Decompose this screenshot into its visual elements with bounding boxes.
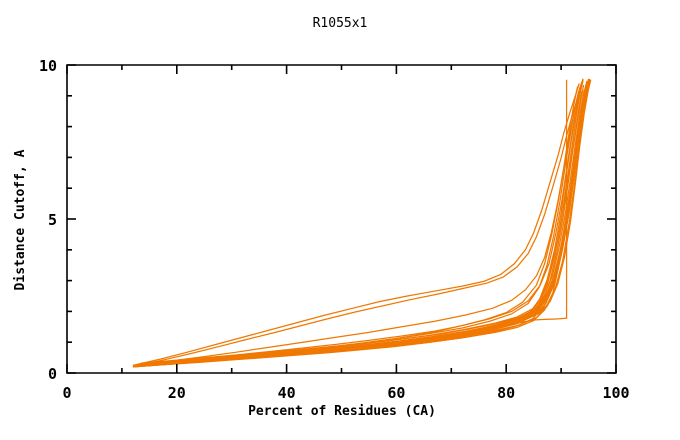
- y-tick-label: 10: [39, 57, 57, 75]
- x-tick-label: 80: [497, 384, 515, 402]
- x-tick-label: 0: [62, 384, 71, 402]
- x-tick-label: 40: [278, 384, 296, 402]
- x-tick-label: 60: [387, 384, 405, 402]
- axis-ticks: [66, 64, 617, 374]
- series-line: [136, 91, 580, 366]
- chart-title: R1055x1: [313, 16, 368, 31]
- series-line: [133, 79, 568, 368]
- series-line: [137, 87, 589, 366]
- y-tick-label: 5: [48, 211, 57, 229]
- series-line: [132, 83, 580, 366]
- y-axis-label: Distance Cutoff, A: [13, 149, 28, 290]
- x-axis-label: Percent of Residues (CA): [248, 404, 436, 419]
- series-line: [133, 80, 588, 368]
- series-line: [132, 78, 584, 367]
- x-tick-label: 100: [602, 384, 629, 402]
- series-line: [134, 83, 583, 367]
- series-group: [132, 78, 592, 368]
- series-line: [137, 90, 585, 366]
- y-tick-label: 0: [48, 365, 57, 383]
- x-tick-label: 20: [168, 384, 186, 402]
- axis-tick-labels: 0 20 40 60 80 100 0 5 10: [39, 57, 630, 402]
